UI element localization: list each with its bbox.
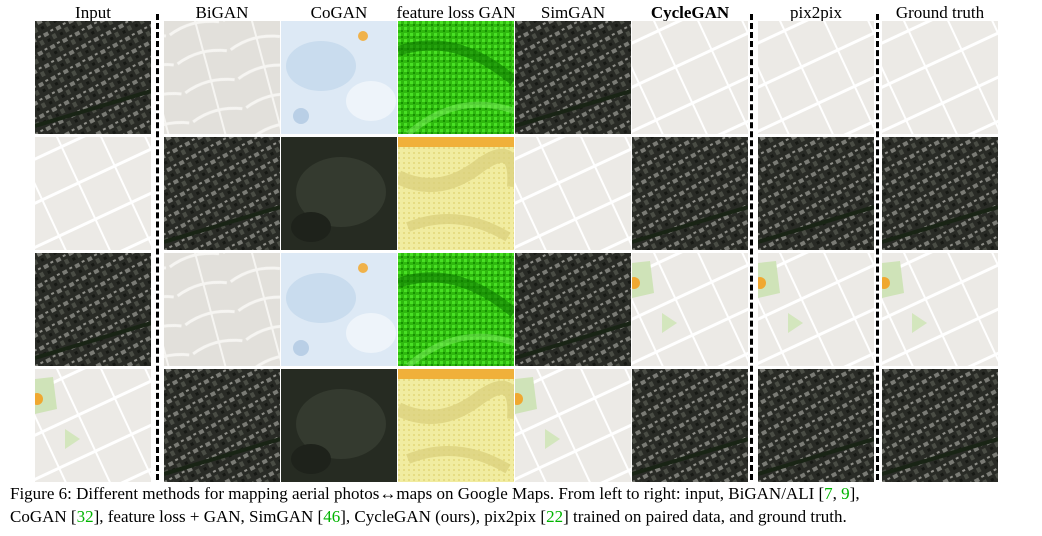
result-image-tile <box>515 253 631 366</box>
header-pix2pix: pix2pix <box>790 3 842 22</box>
map-image <box>281 21 397 134</box>
result-image-tile <box>515 369 631 482</box>
result-image-tile <box>758 137 874 250</box>
map-image <box>164 253 280 366</box>
result-image-tile <box>632 21 748 134</box>
caption-arrow: ↔ <box>379 484 397 503</box>
result-image-tile <box>398 137 514 250</box>
citation-link[interactable]: 9 <box>841 484 850 503</box>
result-image-tile <box>164 137 280 250</box>
result-image-tile <box>35 21 151 134</box>
caption-text-1: Figure 6: Different methods for mapping … <box>10 484 380 503</box>
result-image-tile <box>35 253 151 366</box>
divider-after-cyclegan <box>750 14 753 480</box>
map-image <box>632 253 748 366</box>
result-image-tile <box>515 137 631 250</box>
map-image <box>35 369 151 482</box>
map-image <box>398 137 514 250</box>
aerial-photo-image <box>35 21 151 134</box>
result-image-tile <box>758 369 874 482</box>
map-image <box>35 137 151 250</box>
result-image-tile <box>758 253 874 366</box>
map-image <box>281 137 397 250</box>
header-simgan: SimGAN <box>540 3 606 22</box>
aerial-photo-image <box>632 137 748 250</box>
result-image-tile <box>398 369 514 482</box>
result-image-tile <box>281 21 397 134</box>
result-image-tile <box>515 21 631 134</box>
map-image <box>632 21 748 134</box>
result-image-tile <box>281 369 397 482</box>
map-image <box>882 253 998 366</box>
figure-caption: Figure 6: Different methods for mapping … <box>10 482 1036 528</box>
result-image-tile <box>35 137 151 250</box>
divider-after-pix2pix <box>876 14 879 480</box>
header-cogan: CoGAN <box>310 3 368 22</box>
map-image <box>515 369 631 482</box>
result-image-tile <box>281 253 397 366</box>
aerial-photo-image <box>882 369 998 482</box>
citation-link[interactable]: 32 <box>76 507 94 526</box>
result-image-tile <box>398 21 514 134</box>
citation-link[interactable]: 7 <box>824 484 833 503</box>
map-image <box>164 21 280 134</box>
result-image-tile <box>882 21 998 134</box>
map-image <box>398 369 514 482</box>
caption-text-2: maps on Google Maps. From left to right:… <box>396 484 825 503</box>
result-image-tile <box>35 369 151 482</box>
result-image-tile <box>398 253 514 366</box>
map-image <box>398 253 514 366</box>
aerial-photo-image <box>164 137 280 250</box>
map-image <box>281 369 397 482</box>
result-image-tile <box>758 21 874 134</box>
map-image <box>398 21 514 134</box>
header-input: Input <box>75 3 111 22</box>
aerial-photo-image <box>882 137 998 250</box>
aerial-photo-image <box>632 369 748 482</box>
map-image <box>281 253 397 366</box>
aerial-photo-image <box>515 253 631 366</box>
result-image-tile <box>281 137 397 250</box>
caption-text-7: ] trained on paired data, and ground tru… <box>563 507 847 526</box>
result-image-tile <box>632 253 748 366</box>
aerial-photo-image <box>515 21 631 134</box>
result-image-tile <box>632 369 748 482</box>
header-ground-truth: Ground truth <box>895 3 985 22</box>
aerial-photo-image <box>758 137 874 250</box>
result-image-tile <box>632 137 748 250</box>
aerial-photo-image <box>758 369 874 482</box>
map-image <box>515 137 631 250</box>
result-image-tile <box>164 253 280 366</box>
result-image-tile <box>882 369 998 482</box>
map-image <box>758 253 874 366</box>
aerial-photo-image <box>164 369 280 482</box>
header-feature-loss-gan: feature loss GAN <box>396 3 516 22</box>
citation-link[interactable]: 46 <box>323 507 341 526</box>
caption-text-3: ], <box>849 484 860 503</box>
caption-text-6: ], CycleGAN (ours), pix2pix [ <box>340 507 547 526</box>
result-image-tile <box>164 21 280 134</box>
map-image <box>882 21 998 134</box>
header-bigan: BiGAN <box>195 3 249 22</box>
caption-comma: , <box>832 484 842 503</box>
aerial-photo-image <box>35 253 151 366</box>
result-image-tile <box>882 253 998 366</box>
divider-after-input <box>156 14 159 480</box>
caption-text-4: CoGAN [ <box>10 507 77 526</box>
map-image <box>758 21 874 134</box>
result-image-tile <box>882 137 998 250</box>
citation-link[interactable]: 22 <box>546 507 564 526</box>
result-image-tile <box>164 369 280 482</box>
caption-text-5: ], feature loss + GAN, SimGAN [ <box>93 507 324 526</box>
header-cyclegan: CycleGAN <box>650 3 730 22</box>
